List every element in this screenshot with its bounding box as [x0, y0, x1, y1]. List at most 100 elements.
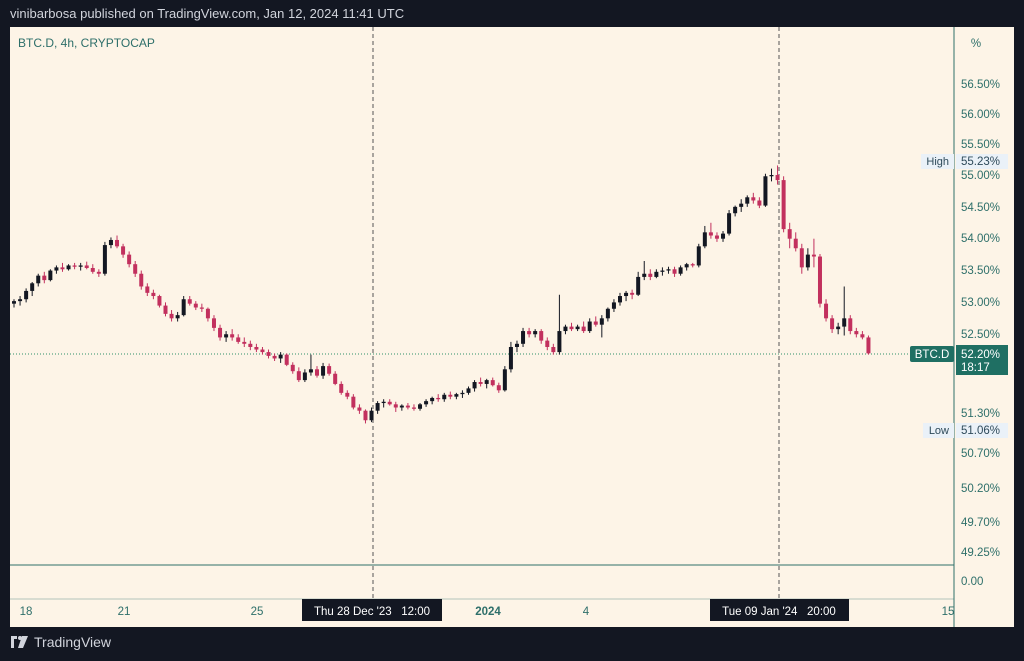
candle-body — [133, 264, 138, 274]
candle-body — [836, 326, 841, 330]
candle-body — [218, 327, 223, 338]
candle-body — [42, 275, 47, 281]
candle-body — [102, 245, 107, 274]
candle-body — [199, 307, 204, 309]
candle-body — [757, 200, 762, 206]
candle-body — [254, 346, 259, 350]
candle-body — [424, 401, 429, 405]
crosshair-lines — [10, 27, 954, 599]
candle-body — [205, 308, 210, 319]
candle-body — [278, 354, 283, 359]
brand-footer: TradingView — [10, 634, 111, 650]
candle-body — [18, 299, 23, 302]
candle-body — [593, 321, 598, 325]
candle-body — [163, 305, 168, 314]
candle-body — [266, 352, 271, 356]
candle-body — [751, 197, 756, 201]
candle-body — [660, 270, 665, 272]
y-tick-label: 53.00% — [961, 297, 1000, 309]
candle-body — [127, 254, 132, 265]
candle-body — [666, 269, 671, 271]
low-marker: Low 51.06% — [923, 423, 1008, 438]
candle-body — [472, 382, 477, 389]
y-tick-label: 53.50% — [961, 265, 1000, 277]
candle-body — [854, 331, 859, 335]
brand-name: TradingView — [34, 634, 112, 650]
unit-label[interactable]: % — [971, 38, 981, 50]
x-tick-label: 25 — [251, 606, 264, 618]
candle-body — [581, 326, 586, 332]
low-label: Low — [929, 425, 949, 437]
candle-body — [393, 404, 398, 408]
y-tick-label: 51.30% — [961, 408, 1000, 420]
candle-body — [169, 313, 174, 319]
publisher-line: vinibarbosa published on TradingView.com… — [10, 6, 405, 21]
candle-body — [527, 331, 532, 335]
x-tick-label: 15 — [942, 606, 955, 618]
candle-body — [842, 318, 847, 327]
y-tick-label: 50.70% — [961, 448, 1000, 460]
candle-body — [460, 392, 465, 395]
candle-body — [678, 267, 683, 274]
candle-body — [357, 407, 362, 411]
candle-body — [533, 331, 538, 335]
price-tag-value-box — [956, 345, 1008, 375]
candle-body — [654, 271, 659, 277]
candle-body — [387, 401, 392, 405]
candle-body — [230, 334, 235, 338]
low-value: 51.06% — [961, 425, 1000, 437]
candle-body — [60, 267, 65, 270]
candle-body — [848, 318, 853, 332]
candle-body — [30, 283, 35, 291]
candle-body — [611, 302, 616, 309]
x-tick-label: 21 — [118, 606, 131, 618]
crosshair-time-tag: Thu 28 Dec '23 12:00 — [302, 599, 442, 621]
last-price-tag[interactable]: BTC.D 52.20% 18:17 — [910, 345, 1008, 375]
candle-body — [733, 206, 738, 214]
symbol-label: BTC.D, 4h, CRYPTOCAP — [18, 36, 155, 50]
candle-body — [436, 397, 441, 400]
candle-body — [115, 239, 120, 247]
candle-body — [727, 213, 732, 234]
candle-body — [430, 397, 435, 402]
candle-body — [121, 246, 126, 255]
candle-body — [496, 385, 501, 391]
candle-body — [411, 407, 416, 409]
candle-body — [830, 318, 835, 330]
candle-body — [36, 275, 41, 284]
candle-body — [211, 318, 216, 328]
candle-body — [139, 273, 144, 287]
y-tick-label: 49.70% — [961, 517, 1000, 529]
candle-body — [502, 369, 507, 391]
candle-body — [696, 246, 701, 266]
candle-body — [690, 264, 695, 266]
candle-body — [702, 232, 707, 247]
candle-body — [448, 394, 453, 397]
candle-body — [799, 248, 804, 268]
candle-body — [54, 267, 59, 271]
candle-body — [787, 229, 792, 239]
candle-body — [321, 366, 326, 376]
candle-body — [575, 326, 580, 330]
price-tag-name-box — [910, 346, 954, 362]
candle-body — [369, 410, 374, 421]
candle-body — [563, 326, 568, 332]
y-axis-labels: 56.50% 56.00% 55.50% 55.00% 54.50% 54.00… — [961, 79, 1000, 588]
y-tick-label: 55.00% — [961, 170, 1000, 182]
y-tick-label: 55.50% — [961, 139, 1000, 151]
candles — [12, 165, 871, 424]
time-tag-box — [710, 599, 849, 621]
candle-body — [145, 286, 150, 293]
candle-body — [539, 331, 544, 341]
candle-body — [569, 326, 574, 330]
candle-body — [684, 264, 689, 268]
candlestick-chart[interactable]: BTC.D, 4h, CRYPTOCAP % 56.50% 56.00% 55.… — [10, 27, 1014, 627]
candle-body — [618, 296, 622, 303]
candle-body — [514, 343, 519, 347]
candle-body — [745, 197, 750, 204]
candle-body — [648, 273, 653, 277]
candle-body — [721, 233, 726, 239]
candle-body — [290, 364, 295, 372]
candle-body — [817, 256, 822, 304]
candle-body — [236, 337, 241, 342]
